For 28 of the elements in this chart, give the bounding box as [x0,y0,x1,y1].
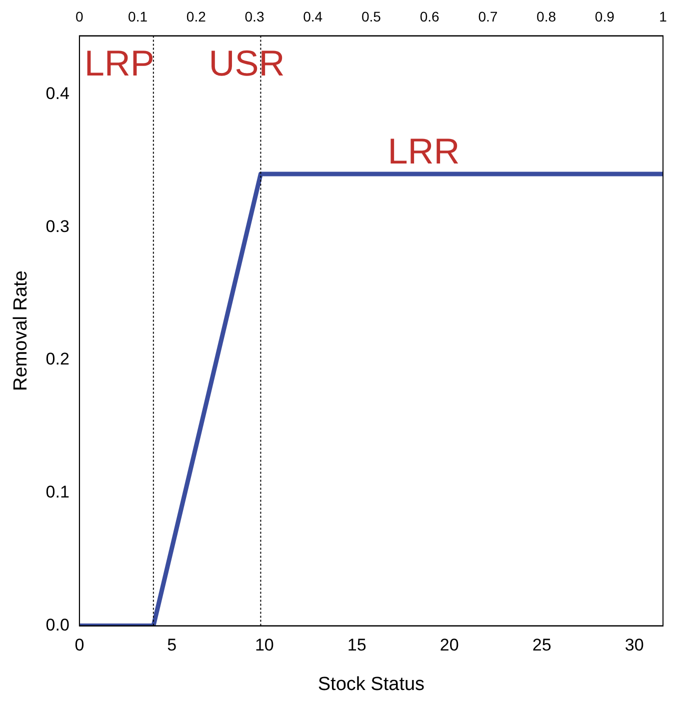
ref-line-label: LRP [84,42,154,84]
x2-tick-label: 0.7 [478,8,498,24]
x-tick-label: 0 [74,636,84,655]
x2-tick-label: 0 [76,8,84,24]
x-tick-label: 20 [440,636,459,655]
x2-tick-label: 0.1 [128,8,148,24]
x-tick-label: 5 [167,636,177,655]
y-tick-label: 0.2 [46,350,70,369]
x-tick-label: 15 [347,636,366,655]
x2-tick-label: 1 [659,8,668,24]
x-axis-title: Stock Status [318,674,425,695]
y-tick-label: 0.3 [46,216,70,236]
x2-tick-label: 0.2 [186,8,206,24]
y-tick-label: 0.4 [46,84,70,103]
y-tick-label: 0.0 [46,615,70,634]
x-tick-label: 25 [532,636,552,655]
ref-line-label: USR [208,42,285,84]
x2-tick-label: 0.9 [594,8,615,24]
x2-tick-label: 0.8 [536,8,556,24]
y-axis-title: Removal Rate [10,270,32,391]
x2-tick-label: 0.3 [244,8,264,24]
x2-tick-label: 0.6 [420,8,440,24]
x2-tick-label: 0.5 [361,8,382,24]
x-tick-label: 30 [624,636,644,655]
x2-tick-label: 0.4 [303,8,323,24]
x-tick-label: 10 [254,636,274,655]
annotation: LRR [388,130,460,172]
y-tick-label: 0.1 [46,482,70,502]
